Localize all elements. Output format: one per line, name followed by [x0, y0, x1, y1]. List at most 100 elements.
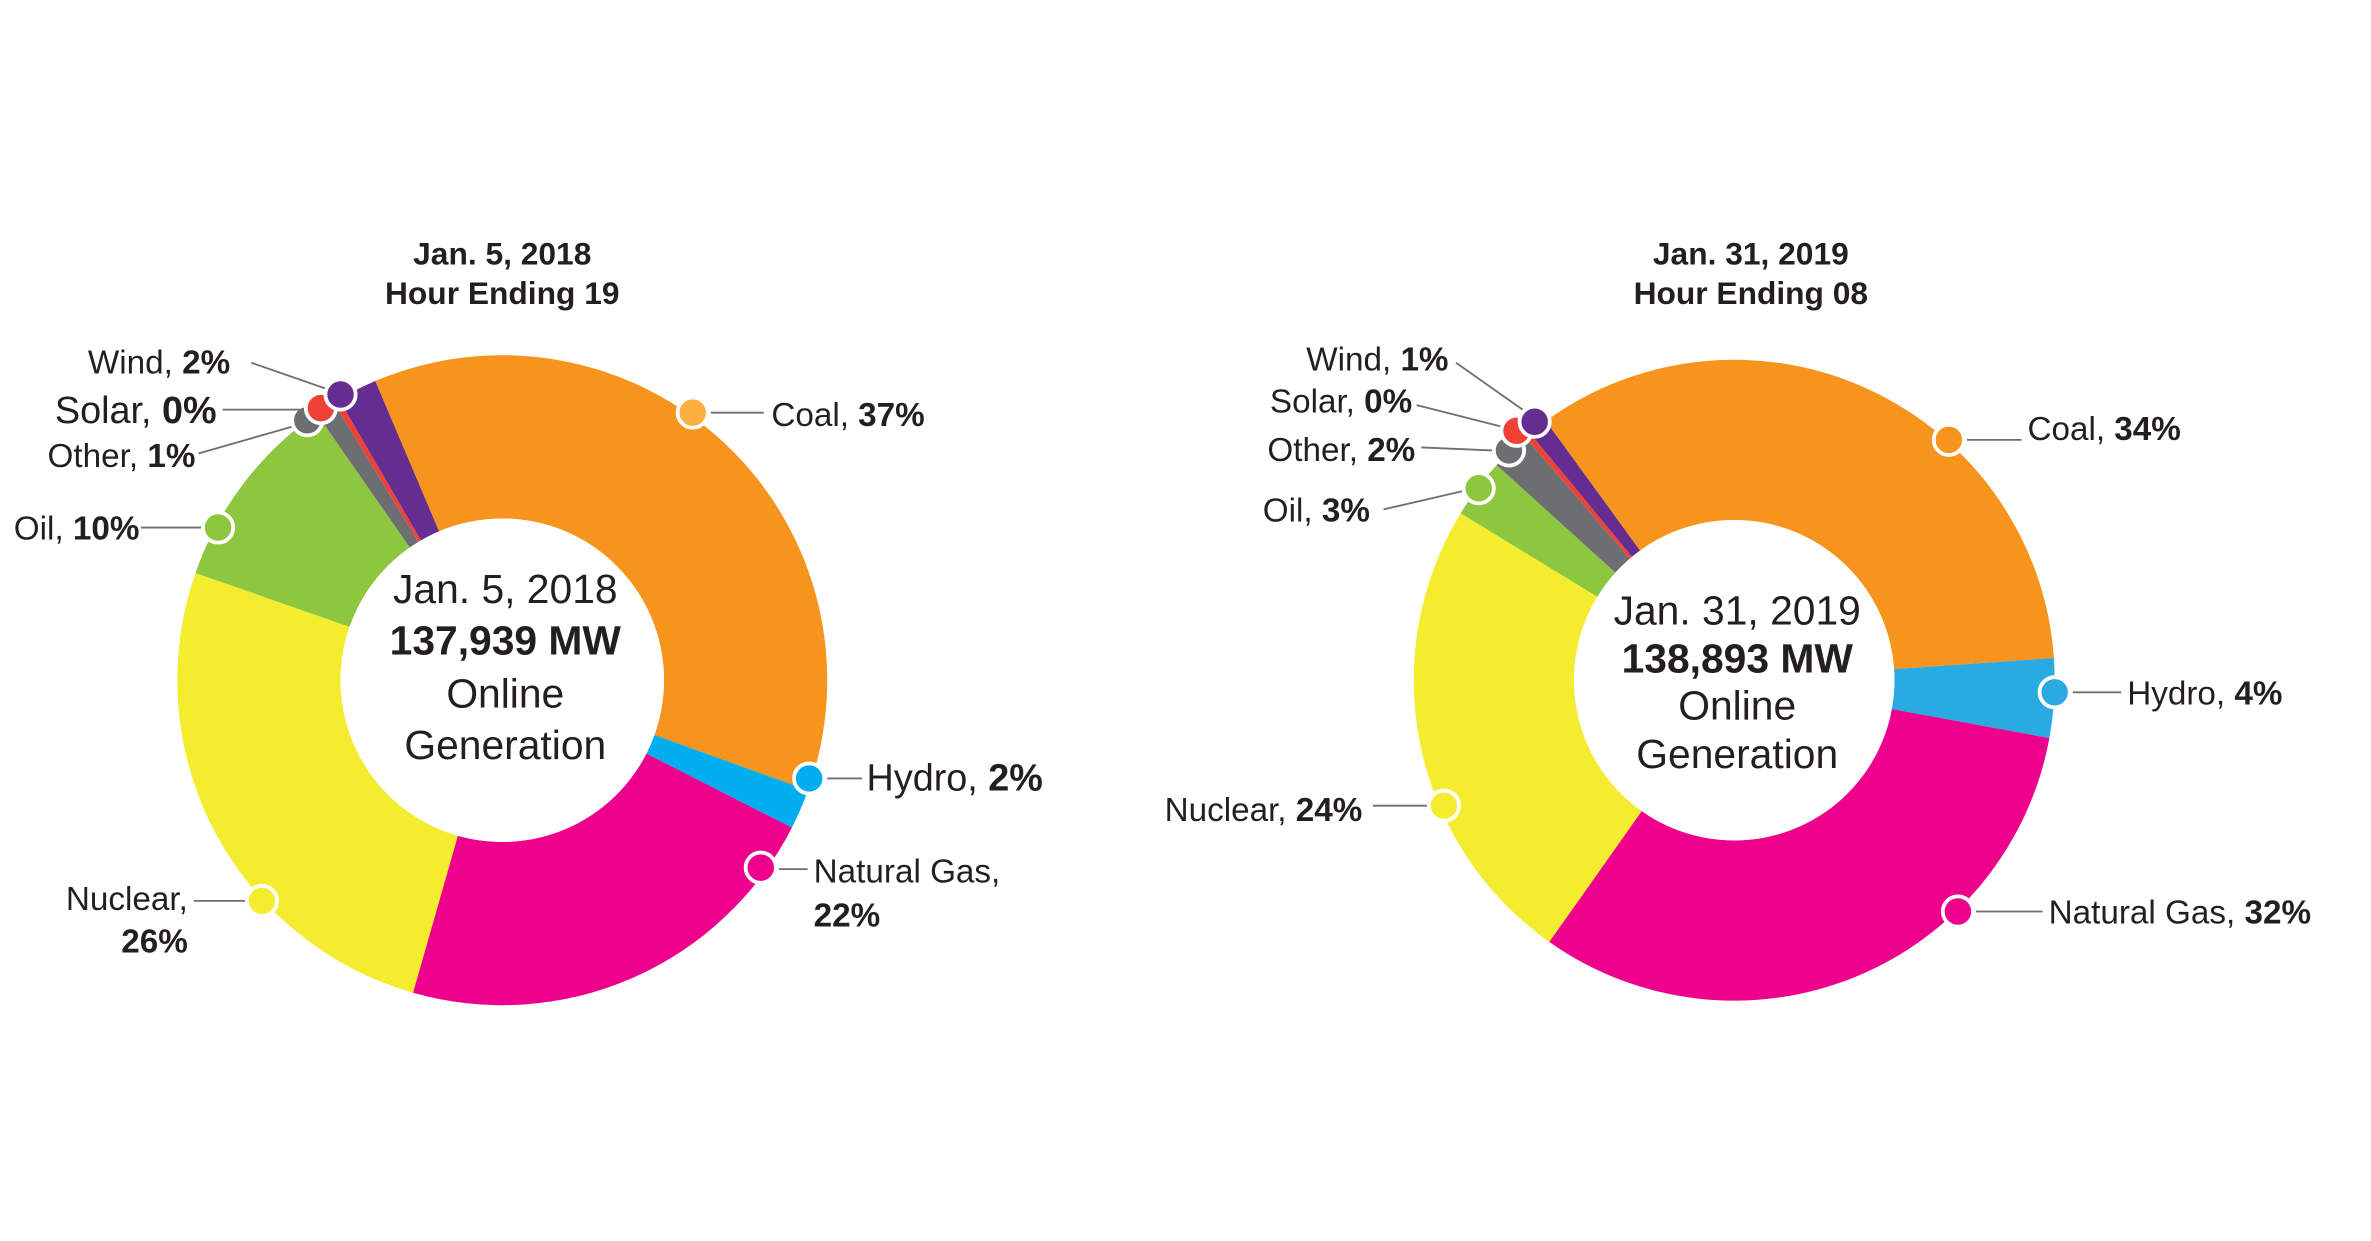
label-name: Solar,: [1270, 384, 1364, 421]
label-pct: 37%: [858, 397, 925, 434]
slice-wind: [1529, 420, 1641, 557]
label-pct: 24%: [1296, 792, 1363, 829]
label-other: Other, 1%: [48, 438, 196, 475]
label-pct: 1%: [147, 438, 195, 475]
chart-title: Hour Ending 08: [1634, 275, 1869, 311]
label-name: Coal,: [2027, 411, 2114, 448]
slice-oil: [195, 413, 410, 627]
marker-oil: [201, 510, 236, 545]
label-pct: 2%: [182, 344, 230, 381]
label-pct: 34%: [2114, 411, 2181, 448]
marker-hydro: [792, 761, 827, 796]
label-pct: 22%: [814, 898, 881, 935]
label-coal: Coal, 34%: [2027, 411, 2180, 448]
marker-natural-gas: [743, 850, 778, 885]
marker-coal: [1931, 422, 1966, 457]
label-oil: Oil, 3%: [1263, 492, 1370, 529]
slice-hydro: [646, 734, 809, 828]
leader-line-oil: [1383, 490, 1463, 511]
slice-coal: [375, 355, 828, 791]
label-pct: 10%: [73, 511, 140, 548]
label-coal: Coal, 37%: [771, 397, 924, 434]
slice-solar: [333, 399, 421, 542]
label-pct: 2%: [988, 758, 1043, 800]
marker-nuclear: [1426, 788, 1461, 823]
leader-line-wind: [251, 361, 326, 390]
label-pct: 3%: [1322, 492, 1370, 529]
leader-line-other: [1421, 446, 1493, 452]
label-pct: 1%: [1400, 341, 1448, 378]
center-text: Online: [446, 670, 564, 716]
slice-other: [1496, 437, 1630, 573]
slice-oil: [1460, 465, 1616, 597]
label-pct: 4%: [2234, 675, 2282, 712]
label-nuclear: Nuclear,: [66, 881, 188, 918]
label-name: Natural Gas,: [2049, 895, 2245, 932]
center-text: 137,939 MW: [390, 618, 622, 664]
label-name: Oil,: [14, 511, 73, 548]
slice-natural-gas: [413, 753, 792, 1006]
label-pct: 2%: [1367, 432, 1415, 469]
marker-hydro: [2037, 675, 2072, 710]
label-pct: 0%: [162, 390, 217, 432]
center-text: Generation: [404, 722, 606, 768]
leader-line-other: [198, 425, 294, 455]
label-solar: Solar, 0%: [1270, 384, 1412, 421]
label-name: Wind,: [88, 344, 182, 381]
chart-title: Jan. 31, 2019: [1653, 236, 1849, 272]
label-oil: Oil, 10%: [14, 511, 140, 548]
label-name: Other,: [48, 438, 148, 475]
label-pct-nuclear: 26%: [121, 923, 188, 960]
label-name: Wind,: [1306, 341, 1400, 378]
marker-natural-gas: [1940, 894, 1975, 929]
marker-wind: [323, 377, 358, 412]
center-text: Jan. 31, 2019: [1614, 587, 1861, 633]
label-wind: Wind, 2%: [88, 344, 230, 381]
marker-coal: [675, 395, 710, 430]
donut-hole: [1573, 519, 1895, 841]
label-wind: Wind, 1%: [1306, 341, 1448, 378]
marker-nuclear: [244, 883, 279, 918]
label-solar: Solar, 0%: [55, 390, 217, 432]
label-pct: 26%: [121, 923, 188, 960]
leader-line-wind: [1455, 362, 1524, 411]
label-name: Natural Gas,: [814, 854, 1001, 891]
slice-coal: [1545, 359, 2054, 670]
label-other: Other, 2%: [1267, 432, 1415, 469]
donut-hole: [340, 518, 665, 842]
marker-oil: [1461, 471, 1496, 506]
center-text: Online: [1678, 683, 1796, 729]
label-natural-gas: Natural Gas, 32%: [2049, 895, 2311, 932]
label-name: Oil,: [1263, 492, 1322, 529]
label-pct: 0%: [1364, 384, 1412, 421]
label-pct-natural-gas: 22%: [814, 898, 881, 935]
label-nuclear: Nuclear, 24%: [1165, 792, 1363, 829]
label-name: Solar,: [55, 390, 162, 432]
label-hydro: Hydro, 2%: [867, 758, 1043, 800]
slice-nuclear: [177, 572, 458, 993]
leader-line-solar: [1416, 404, 1507, 429]
chart-title: Jan. 5, 2018: [413, 236, 591, 272]
chart-title: Hour Ending 19: [385, 275, 620, 311]
slice-natural-gas: [1549, 709, 2050, 1001]
slice-wind: [338, 381, 440, 541]
center-text: 138,893 MW: [1622, 636, 1854, 682]
center-text: Generation: [1636, 731, 1838, 777]
slice-hydro: [1891, 658, 2055, 739]
label-natural-gas: Natural Gas,: [814, 854, 1001, 891]
slice-nuclear: [1413, 513, 1642, 942]
marker-wind: [1517, 404, 1552, 439]
label-name: Hydro,: [2127, 675, 2234, 712]
label-name: Nuclear,: [1165, 792, 1296, 829]
label-hydro: Hydro, 4%: [2127, 675, 2282, 712]
label-name: Other,: [1267, 432, 1367, 469]
label-name: Coal,: [771, 397, 858, 434]
label-name: Hydro,: [867, 758, 989, 800]
center-text: Jan. 5, 2018: [393, 566, 618, 612]
label-pct: 32%: [2244, 895, 2311, 932]
slice-solar: [1525, 433, 1633, 559]
slice-other: [316, 402, 419, 548]
